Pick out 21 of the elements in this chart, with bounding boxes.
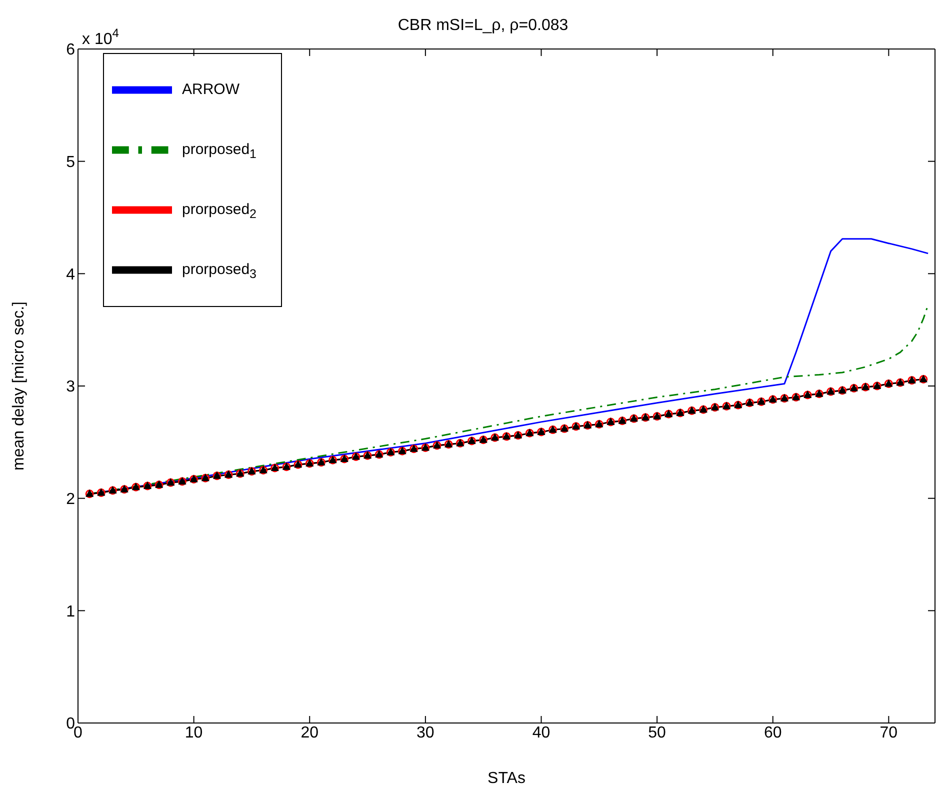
y-tick-label: 3 <box>66 378 76 396</box>
legend-label: prorposed$_{3}$ <box>182 260 256 281</box>
x-axis-title: STAs <box>488 770 526 787</box>
x-tick-label: 70 <box>880 724 898 742</box>
y-axis-title: mean delay [micro sec.] <box>10 302 28 470</box>
y-tick-label: 1 <box>66 603 76 620</box>
x-tick-label: 50 <box>648 724 666 742</box>
x-tick-label: 30 <box>416 724 434 742</box>
y-tick-label: 5 <box>66 154 76 172</box>
legend-label: prorposed$_{2}$ <box>182 200 256 221</box>
legend-label: prorposed$_{1}$ <box>182 140 256 161</box>
chart-title: CBR mSI=L_ρ, ρ=0.083 <box>398 17 568 34</box>
legend-label: ARROW <box>182 80 240 98</box>
y-tick-label: 6 <box>66 42 76 59</box>
x-tick-label: 60 <box>764 724 782 742</box>
x-tick-label: 20 <box>300 724 319 742</box>
x-tick-label: 40 <box>532 724 550 742</box>
text: x 10$^{4}$ <box>82 26 120 48</box>
y-tick-label: 2 <box>66 491 76 508</box>
y-tick-label: 4 <box>66 266 76 284</box>
x-tick-label: 10 <box>184 724 203 742</box>
